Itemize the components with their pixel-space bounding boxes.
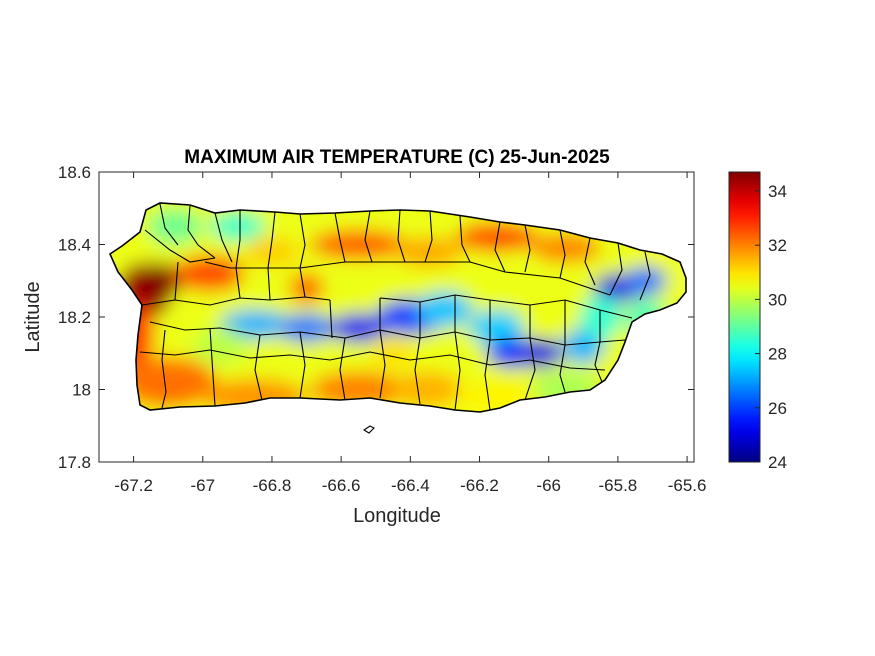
x-tick-label: -66.6	[322, 476, 361, 495]
colorbar-ticks: 24 26 28 30 32 34	[755, 182, 787, 472]
temperature-patch	[175, 255, 245, 292]
colorbar	[728, 171, 761, 463]
municipal-boundary	[397, 209, 406, 263]
municipal-boundary	[139, 349, 606, 371]
municipal-boundary	[524, 224, 531, 273]
boundaries	[108, 202, 687, 434]
temperature-patch	[310, 230, 407, 259]
temperature-patch	[289, 273, 324, 303]
municipal-boundary	[299, 213, 306, 269]
temperature-patch	[417, 291, 473, 328]
temperature-patch	[285, 346, 328, 375]
y-tick-label: 18.2	[58, 308, 91, 327]
y-tick-label: 18	[72, 381, 91, 400]
colorbar-tick-label: 32	[768, 236, 787, 255]
x-tick-label: -65.8	[599, 476, 638, 495]
x-tick-label: -66.2	[460, 476, 499, 495]
municipal-boundary	[364, 210, 373, 263]
y-axis-label: Latitude	[22, 281, 44, 352]
municipal-boundary	[235, 210, 241, 269]
x-tick-label: -66.4	[391, 476, 430, 495]
map-title: MAXIMUM AIR TEMPERATURE (C) 25-Jun-2025	[184, 147, 610, 168]
x-tick-label: -66	[536, 476, 561, 495]
temperature-patch	[278, 313, 335, 343]
colorbar-tick-label: 34	[768, 182, 787, 201]
colorbar-tick-label: 26	[768, 399, 787, 418]
y-tick-label: 18.6	[58, 163, 91, 182]
municipal-boundary	[209, 327, 216, 407]
temperature-patch	[330, 313, 387, 343]
temperature-patch	[579, 295, 622, 339]
municipal-boundary	[584, 237, 596, 286]
x-tick-label: -67	[190, 476, 215, 495]
temperature-patch	[192, 327, 248, 365]
x-tick-label: -66.8	[253, 476, 292, 495]
x-tick-label: -67.2	[114, 476, 153, 495]
municipal-boundary	[214, 212, 233, 263]
municipal-boundary	[299, 331, 306, 399]
municipal-boundary	[639, 251, 651, 301]
municipal-boundary	[149, 321, 626, 346]
municipal-boundary	[144, 229, 216, 263]
municipal-boundary	[174, 261, 306, 301]
temperature-patch	[393, 371, 463, 408]
municipal-boundary	[414, 337, 421, 405]
municipal-boundary	[159, 203, 179, 246]
temperature-patch	[209, 211, 266, 241]
municipal-boundary	[187, 205, 216, 259]
temperature-patch	[531, 233, 601, 263]
municipal-boundary	[254, 334, 263, 401]
municipal-boundaries	[139, 203, 651, 411]
municipal-boundary	[484, 339, 491, 411]
x-axis: -67.2 -67 -66.8 -66.6 -66.4 -66.2 -66 -65.8 -65.…	[114, 172, 706, 495]
temperature-patch	[624, 266, 667, 296]
municipal-boundary	[454, 331, 461, 411]
municipal-boundary	[379, 294, 633, 330]
temperature-patch	[244, 237, 300, 267]
temperature-patch	[119, 356, 217, 408]
municipal-boundary	[594, 341, 603, 383]
temperature-patch	[393, 237, 463, 267]
x-axis-label: Longitude	[353, 505, 441, 527]
municipal-boundary	[459, 215, 471, 263]
y-axis: 17.8 18 18.2 18.4 18.6	[58, 163, 694, 472]
municipal-boundary	[494, 221, 506, 273]
municipal-boundary	[524, 337, 536, 401]
colorbar-tick-label: 30	[768, 290, 787, 309]
temperature-patch	[140, 262, 183, 299]
municipal-boundary	[379, 329, 386, 399]
municipal-boundary	[609, 242, 623, 296]
colorbar-tick-label: 28	[768, 345, 787, 364]
y-tick-label: 17.8	[58, 453, 91, 472]
municipal-boundary	[339, 337, 346, 401]
y-tick-label: 18.4	[58, 236, 91, 255]
municipal-boundary	[161, 329, 167, 409]
x-tick-label: -65.6	[668, 476, 707, 495]
municipal-boundary	[559, 229, 566, 279]
colorbar-tick-label: 24	[768, 453, 787, 472]
island-coastline	[108, 202, 687, 413]
temperature-patch	[469, 309, 525, 346]
municipal-boundary	[334, 212, 346, 263]
islet	[362, 425, 375, 434]
municipal-boundary	[329, 299, 333, 339]
municipal-boundary	[424, 210, 433, 263]
municipal-boundary	[267, 211, 276, 269]
municipal-boundary	[204, 261, 611, 296]
municipal-boundary	[559, 344, 566, 393]
